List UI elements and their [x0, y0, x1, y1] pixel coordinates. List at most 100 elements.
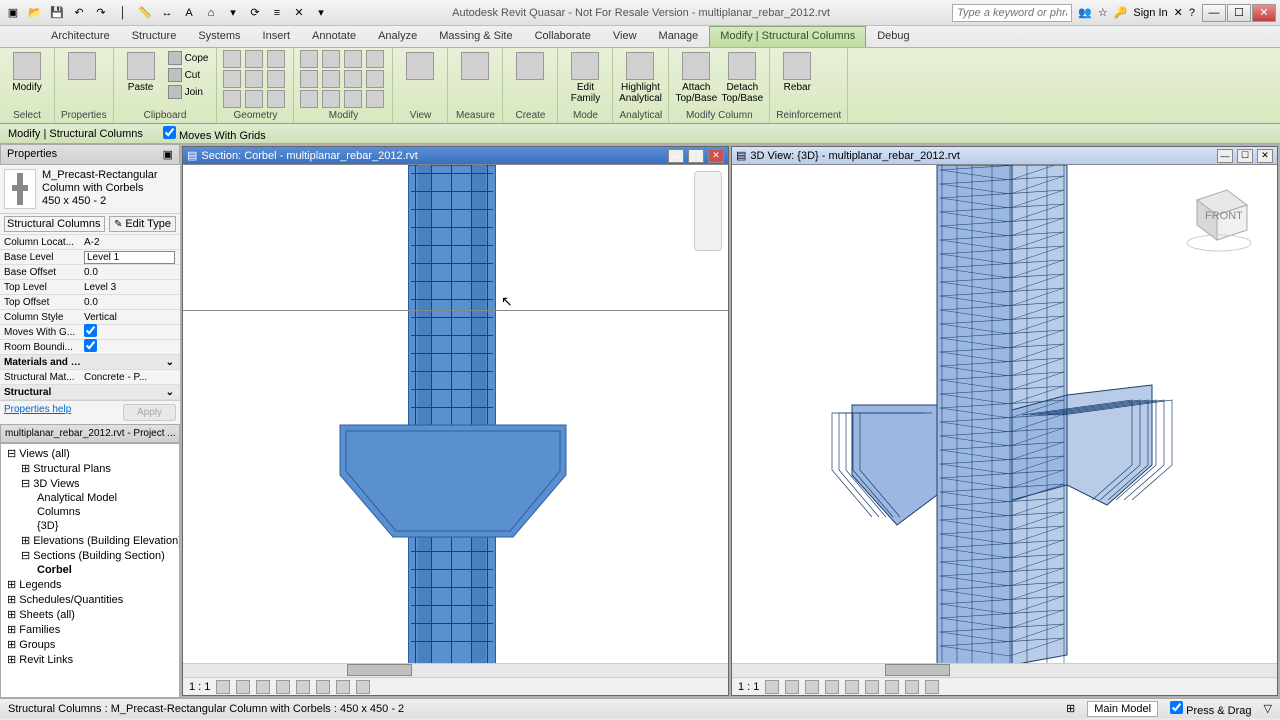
ribbon-tool-icon[interactable]	[322, 50, 340, 68]
ribbon-tool-icon[interactable]	[344, 90, 362, 108]
ribbon-button[interactable]: Rebar	[776, 50, 818, 95]
visual-style-icon[interactable]	[785, 680, 799, 694]
crop-region-icon[interactable]	[316, 680, 330, 694]
edit-type-button[interactable]: ✎ Edit Type	[109, 216, 176, 232]
ribbon-button[interactable]: Highlight Analytical	[619, 50, 661, 106]
vp-minimize-button[interactable]: —	[1217, 149, 1233, 163]
ribbon-button[interactable]	[399, 50, 441, 84]
thin-icon[interactable]: ≡	[268, 4, 286, 22]
section-scrollbar[interactable]	[183, 663, 728, 677]
exchange-icon[interactable]: ✕	[1174, 6, 1183, 19]
ribbon-tool-icon[interactable]	[223, 70, 241, 88]
detail-level-icon[interactable]	[765, 680, 779, 694]
hide-icon[interactable]	[336, 680, 350, 694]
section-canvas[interactable]: ↖	[183, 165, 728, 663]
tree-node[interactable]: Columns	[3, 505, 177, 519]
model-selector[interactable]: Main Model	[1087, 701, 1158, 717]
measure-icon[interactable]: 📏	[136, 4, 154, 22]
ribbon-tab[interactable]: Manage	[648, 26, 710, 47]
ribbon-tool-icon[interactable]	[267, 50, 285, 68]
ribbon-button[interactable]	[509, 50, 551, 84]
crop-icon[interactable]	[296, 680, 310, 694]
ribbon-tab[interactable]: Massing & Site	[428, 26, 523, 47]
hide-icon[interactable]	[905, 680, 919, 694]
save-icon[interactable]: 💾	[48, 4, 66, 22]
ribbon-tab[interactable]: Analyze	[367, 26, 428, 47]
properties-help-link[interactable]: Properties help	[4, 404, 71, 421]
redo-icon[interactable]: ↷	[92, 4, 110, 22]
tree-node[interactable]: Corbel	[3, 563, 177, 577]
ribbon-tool-icon[interactable]	[267, 90, 285, 108]
reveal-icon[interactable]	[925, 680, 939, 694]
ribbon-button[interactable]	[454, 50, 496, 84]
crop-icon[interactable]	[865, 680, 879, 694]
ribbon-tool-icon[interactable]	[366, 70, 384, 88]
shadows-icon[interactable]	[825, 680, 839, 694]
viewport-section-title[interactable]: ▤ Section: Corbel - multiplanar_rebar_20…	[183, 147, 728, 165]
key-icon[interactable]: 🔑	[1114, 6, 1128, 19]
ribbon-tool-icon[interactable]	[366, 50, 384, 68]
ribbon-tool-icon[interactable]	[344, 50, 362, 68]
ribbon-tab[interactable]: Annotate	[301, 26, 367, 47]
tag-icon[interactable]: A	[180, 4, 198, 22]
tree-node[interactable]: ⊞ Revit Links	[3, 652, 177, 667]
ribbon-tool-icon[interactable]	[245, 90, 263, 108]
sun-path-icon[interactable]	[256, 680, 270, 694]
property-row[interactable]: Room Boundi...	[0, 340, 180, 355]
tree-node[interactable]: ⊞ Structural Plans	[3, 461, 177, 476]
tree-node[interactable]: ⊞ Families	[3, 622, 177, 637]
property-row[interactable]: Top Offset0.0	[0, 295, 180, 310]
ribbon-button[interactable]	[61, 50, 103, 84]
ribbon-button[interactable]: Paste	[120, 50, 162, 95]
vp-minimize-button[interactable]: —	[668, 149, 684, 163]
ribbon-tab[interactable]: Insert	[252, 26, 302, 47]
ribbon-tool-icon[interactable]	[300, 50, 318, 68]
undo-icon[interactable]: ↶	[70, 4, 88, 22]
ribbon-button[interactable]: Edit Family	[564, 50, 606, 106]
ribbon-tab[interactable]: Systems	[187, 26, 251, 47]
crop-region-icon[interactable]	[885, 680, 899, 694]
category-selector[interactable]: Structural Columns	[4, 216, 105, 232]
rendering-icon[interactable]	[845, 680, 859, 694]
apply-button[interactable]: Apply	[123, 404, 176, 421]
ribbon-tab[interactable]: Modify | Structural Columns	[709, 26, 866, 47]
moves-with-grids-checkbox[interactable]: Moves With Grids	[163, 126, 266, 142]
tree-node[interactable]: ⊟ 3D Views	[3, 476, 177, 491]
ribbon-tab[interactable]: Collaborate	[524, 26, 602, 47]
ribbon-tool-icon[interactable]	[223, 50, 241, 68]
ribbon-tool-icon[interactable]	[344, 70, 362, 88]
dim-icon[interactable]: ↔	[158, 4, 176, 22]
ribbon-tab[interactable]: View	[602, 26, 648, 47]
ribbon-small-button[interactable]: Cope	[166, 50, 211, 66]
tree-node[interactable]: ⊟ Views (all)	[3, 446, 177, 461]
signin-link[interactable]: Sign In	[1133, 7, 1167, 19]
sync-icon[interactable]: ⟳	[246, 4, 264, 22]
viewport-3d-title[interactable]: ▤ 3D View: {3D} - multiplanar_rebar_2012…	[732, 147, 1277, 165]
ribbon-tab[interactable]: Architecture	[40, 26, 121, 47]
3d-scale[interactable]: 1 : 1	[738, 681, 759, 693]
project-browser-tree[interactable]: ⊟ Views (all)⊞ Structural Plans⊟ 3D View…	[0, 443, 180, 698]
sun-path-icon[interactable]	[805, 680, 819, 694]
property-row[interactable]: Base Level	[0, 250, 180, 265]
vp-close-button[interactable]: ✕	[1257, 149, 1273, 163]
property-row[interactable]: Moves With G...	[0, 325, 180, 340]
tree-node[interactable]: ⊟ Sections (Building Section)	[3, 548, 177, 563]
tree-node[interactable]: ⊞ Sheets (all)	[3, 607, 177, 622]
vp-maximize-button[interactable]: ☐	[1237, 149, 1253, 163]
section-scale[interactable]: 1 : 1	[189, 681, 210, 693]
tree-node[interactable]: ⊞ Elevations (Building Elevation)	[3, 533, 177, 548]
maximize-button[interactable]: ☐	[1227, 4, 1251, 22]
3d-canvas[interactable]: FRONT	[732, 165, 1277, 663]
visual-style-icon[interactable]	[236, 680, 250, 694]
ribbon-tool-icon[interactable]	[300, 90, 318, 108]
ribbon-tool-icon[interactable]	[300, 70, 318, 88]
star-icon[interactable]: ☆	[1098, 6, 1108, 19]
ribbon-tool-icon[interactable]	[322, 90, 340, 108]
view-icon[interactable]: ⌂	[202, 4, 220, 22]
property-row[interactable]: Structural Mat...Concrete - P...	[0, 370, 180, 385]
ribbon-tool-icon[interactable]	[366, 90, 384, 108]
property-row[interactable]: Top LevelLevel 3	[0, 280, 180, 295]
switch-icon[interactable]: ▾	[312, 4, 330, 22]
ribbon-tool-icon[interactable]	[245, 50, 263, 68]
ribbon-button[interactable]: Modify	[6, 50, 48, 95]
